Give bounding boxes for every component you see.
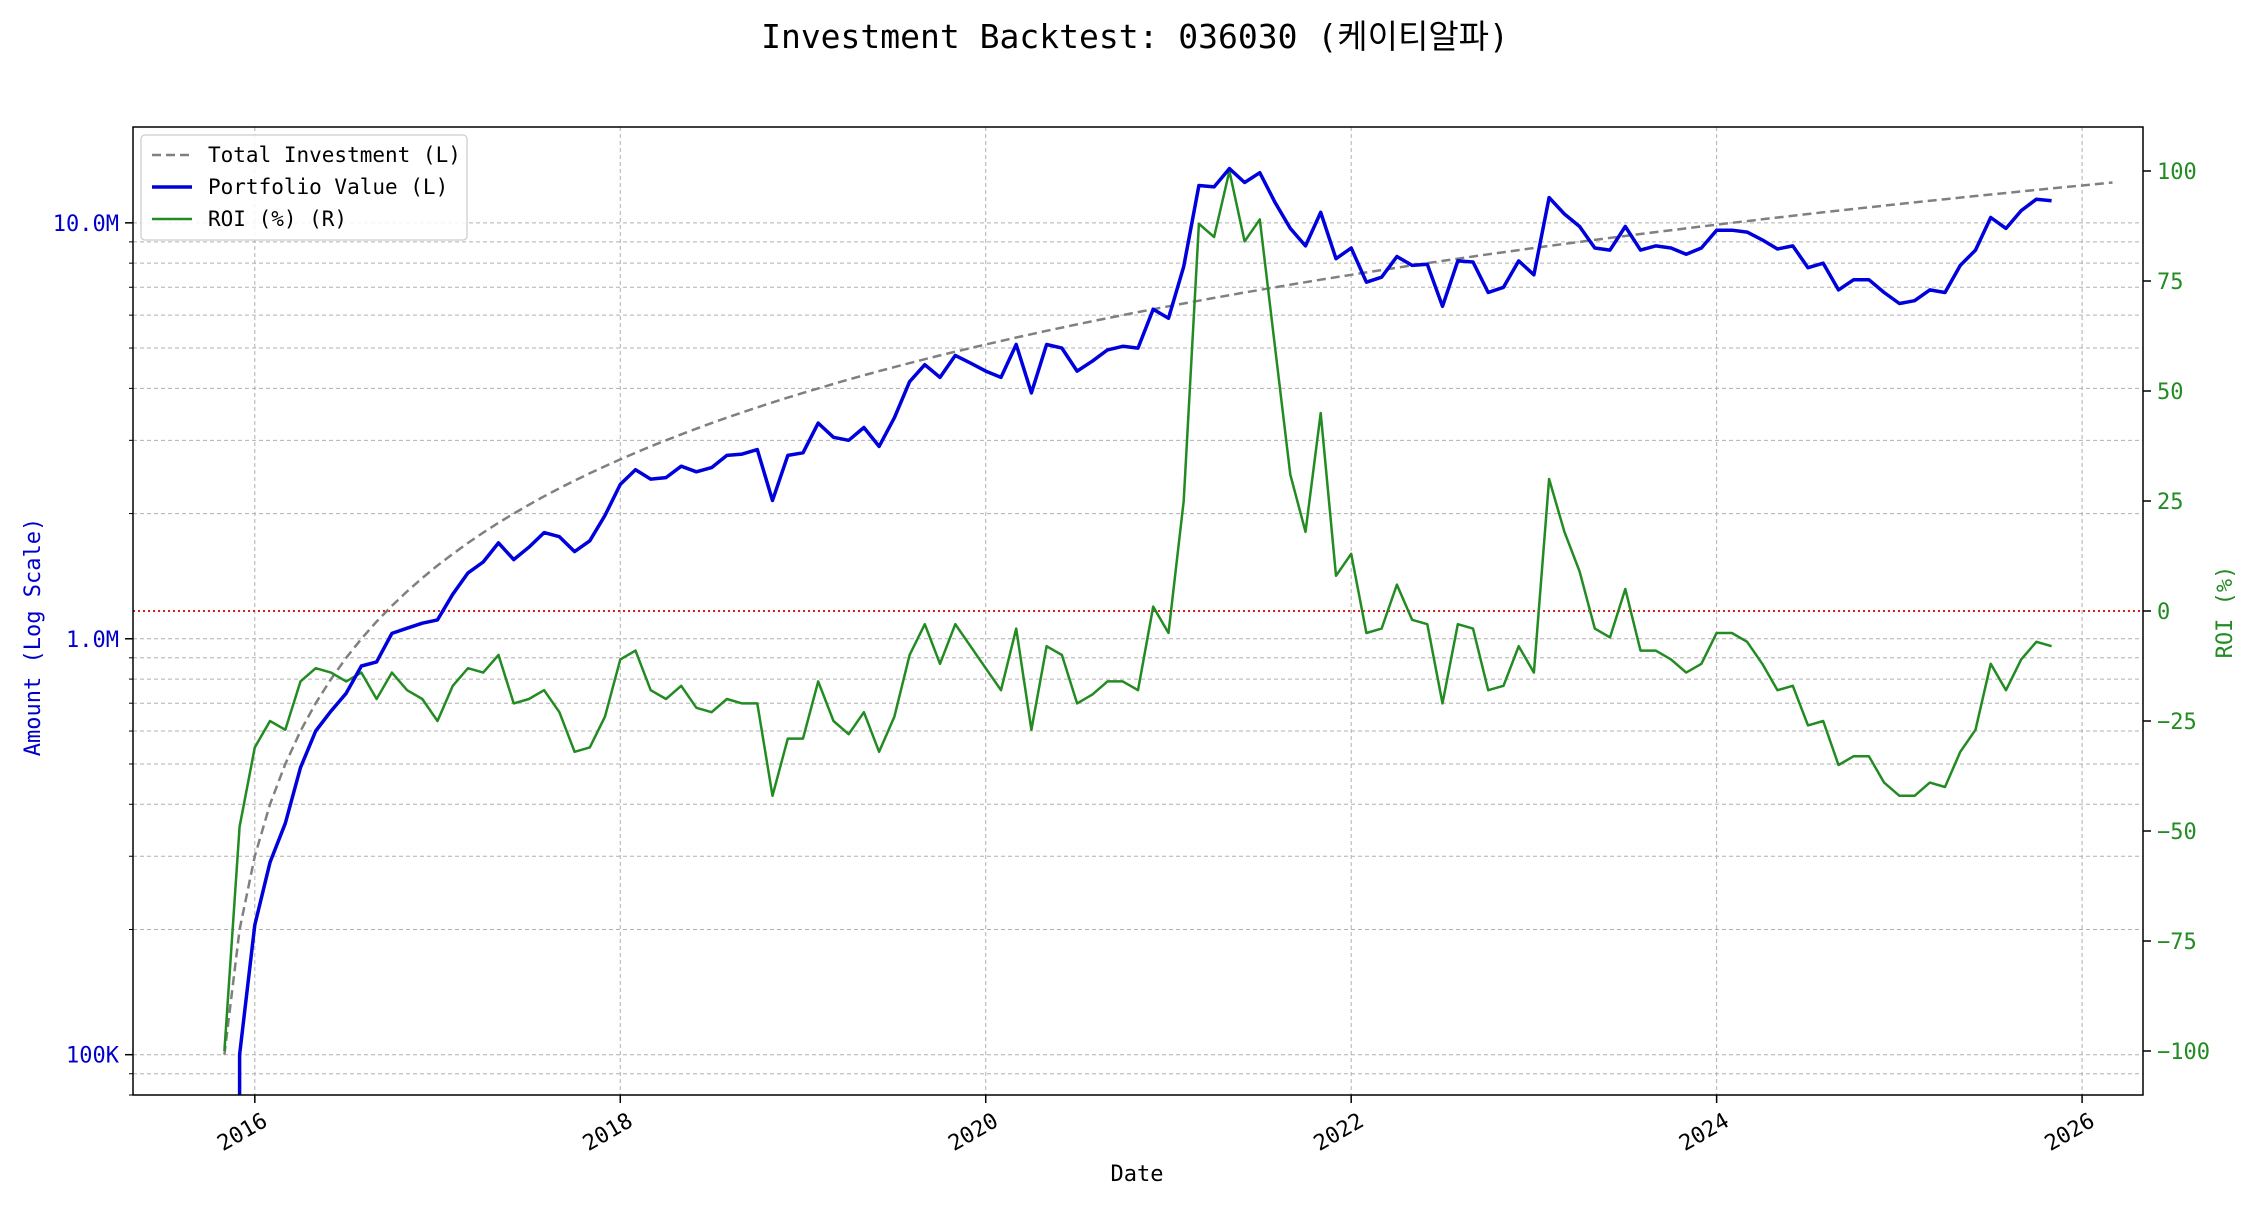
left-axis-ticks: 100K 1.0M 10.0M bbox=[53, 212, 133, 1096]
right-tick-label: −50 bbox=[2157, 820, 2197, 845]
x-tick-label: 2020 bbox=[944, 1109, 1002, 1157]
x-tick-label: 2022 bbox=[1310, 1109, 1368, 1157]
right-tick-label: 50 bbox=[2157, 380, 2184, 405]
right-tick-label: 100 bbox=[2157, 160, 2197, 185]
total-investment-line bbox=[223, 181, 2113, 1055]
left-tick-label: 1.0M bbox=[66, 628, 119, 653]
grid-lines bbox=[133, 127, 2143, 1096]
right-tick-label: −75 bbox=[2157, 930, 2197, 955]
legend-label: Total Investment (L) bbox=[208, 143, 461, 167]
x-tick-label: 2024 bbox=[1675, 1109, 1733, 1157]
x-tick-label: 2018 bbox=[579, 1109, 637, 1157]
right-tick-label: 25 bbox=[2157, 490, 2184, 515]
left-tick-label: 10.0M bbox=[53, 212, 119, 237]
left-tick-label: 100K bbox=[66, 1044, 120, 1069]
chart-title: Investment Backtest: 036030 (케이티알파) bbox=[761, 17, 1509, 56]
right-tick-label: 0 bbox=[2157, 600, 2170, 625]
legend-label: Portfolio Value (L) bbox=[208, 175, 448, 199]
x-tick-label: 2026 bbox=[2041, 1109, 2099, 1157]
left-axis-label: Amount (Log Scale) bbox=[21, 518, 46, 756]
legend: Total Investment (L) Portfolio Value (L) R… bbox=[140, 134, 468, 241]
right-tick-label: −100 bbox=[2157, 1040, 2210, 1065]
roi-line bbox=[223, 169, 2052, 1052]
portfolio-value-line bbox=[237, 166, 2052, 1095]
series-layer bbox=[223, 166, 2113, 1095]
x-axis-ticks: 2016 2018 2020 2022 2024 2026 bbox=[213, 1095, 2099, 1157]
x-axis-label: Date bbox=[1111, 1162, 1164, 1187]
x-tick-label: 2016 bbox=[213, 1109, 271, 1157]
right-tick-label: 75 bbox=[2157, 270, 2184, 295]
legend-box bbox=[140, 134, 468, 241]
right-axis-ticks: 100 75 50 25 0 −25 −50 −75 −100 bbox=[2143, 160, 2210, 1065]
legend-label: ROI (%) (R) bbox=[208, 207, 347, 231]
right-axis-label: ROI (%) bbox=[2213, 566, 2238, 659]
right-tick-label: −25 bbox=[2157, 710, 2197, 735]
